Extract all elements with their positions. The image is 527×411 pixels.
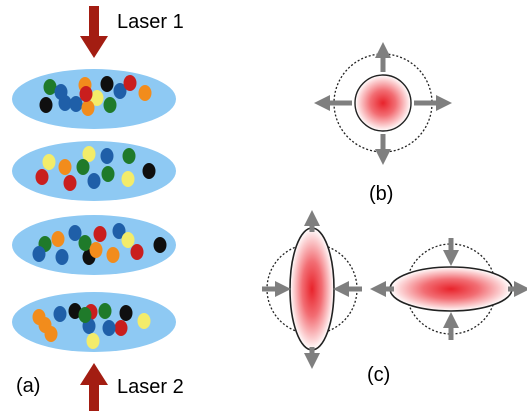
atom-dot <box>68 225 82 241</box>
atom-dot <box>112 223 126 239</box>
atom-cloud <box>12 141 176 201</box>
panel-b-arrows <box>313 41 453 166</box>
atom-dot <box>69 96 83 112</box>
laser1-label: Laser 1 <box>117 11 184 33</box>
atom-dot <box>121 171 135 187</box>
atom-dot <box>35 169 49 185</box>
atom-dot <box>153 237 167 253</box>
panel-c-vertical-arrows <box>262 209 362 370</box>
atom-dot <box>100 148 114 164</box>
atom-dot <box>86 333 100 349</box>
atom-dot <box>78 235 92 251</box>
panel-c-horizontal-arrows <box>369 238 527 340</box>
atom-dot <box>103 97 117 113</box>
atom-dot <box>55 249 69 265</box>
atom-dot <box>82 146 96 162</box>
atom-dot <box>123 75 137 91</box>
atom-dot <box>113 83 127 99</box>
atom-cloud <box>12 292 176 352</box>
atom-dot <box>138 85 152 101</box>
atom-dot <box>100 76 114 92</box>
atom-dot <box>81 100 95 116</box>
atom-dot <box>102 320 116 336</box>
atom-dot <box>137 313 151 329</box>
atom-dot <box>87 173 101 189</box>
panel-c-label: (c) <box>367 364 390 386</box>
atom-dot <box>63 175 77 191</box>
atom-dot <box>130 244 144 260</box>
atom-dot <box>119 305 133 321</box>
atom-dot <box>121 232 135 248</box>
atom-dot <box>68 303 82 319</box>
atom-dot <box>78 307 92 323</box>
atom-cloud <box>12 69 176 129</box>
laser2-label: Laser 2 <box>117 376 184 398</box>
atom-dot <box>32 309 46 325</box>
atom-dot <box>122 148 136 164</box>
atom-dot <box>142 163 156 179</box>
atom-dot <box>53 306 67 322</box>
atom-clouds <box>12 69 176 352</box>
atom-dot <box>43 79 57 95</box>
atom-dot <box>93 226 107 242</box>
atom-dot <box>58 159 72 175</box>
atom-cloud <box>12 215 176 275</box>
atom-dot <box>76 159 90 175</box>
atom-dot <box>42 154 56 170</box>
panel-b-label: (b) <box>369 183 393 205</box>
atom-dot <box>39 97 53 113</box>
atom-dot <box>101 166 115 182</box>
atom-dot <box>54 84 68 100</box>
atom-dot <box>44 326 58 342</box>
atom-dot <box>114 320 128 336</box>
atom-dot <box>79 86 93 102</box>
atom-dot <box>89 242 103 258</box>
laser2-arrow <box>80 363 108 411</box>
atom-dot <box>32 246 46 262</box>
atom-dot <box>51 231 65 247</box>
atom-dot <box>106 247 120 263</box>
atom-dot <box>90 90 104 106</box>
atom-dot <box>98 303 112 319</box>
laser1-arrow <box>80 6 108 58</box>
panel-a-label: (a) <box>16 375 40 397</box>
